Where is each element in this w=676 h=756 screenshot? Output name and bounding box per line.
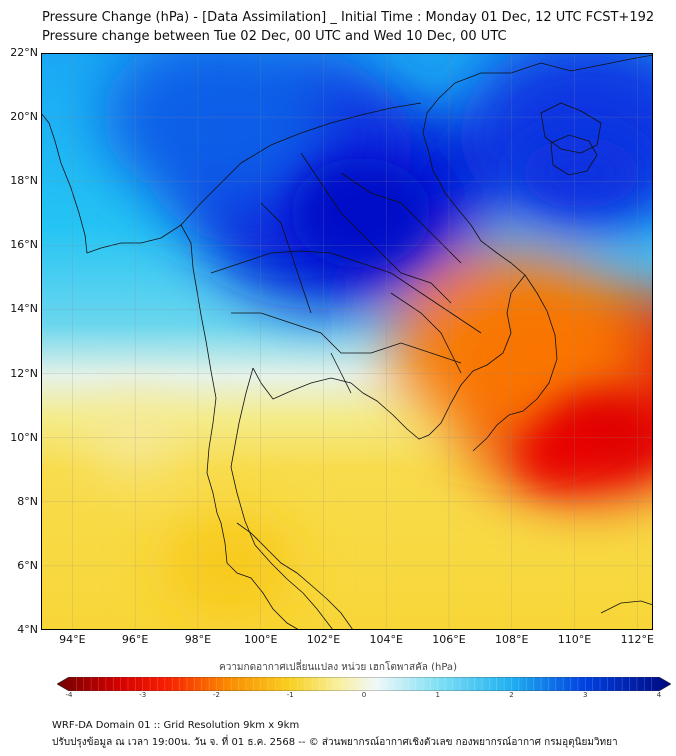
colorbar-tick-label: 1: [435, 691, 440, 699]
colorbar-tick-label: -1: [286, 691, 294, 699]
colorbar-tick-label: -3: [139, 691, 147, 699]
latitude-label: 22°N: [10, 46, 38, 59]
colorbar-tick-label: -4: [65, 691, 73, 699]
colorbar-tick-label: 0: [361, 691, 367, 699]
longitude-label: 98°E: [184, 633, 212, 646]
latitude-label: 14°N: [10, 302, 38, 316]
longitude-label: 94°E: [59, 633, 86, 646]
colorbar-title: ความกดอากาศเปลี่ยนแปลง หน่วย เฮกโตพาสคัล…: [219, 662, 457, 673]
map-subtitle: Pressure change between Tue 02 Dec, 00 U…: [42, 29, 507, 44]
latitude-label: 10°N: [10, 430, 38, 444]
latitude-label: 6°N: [17, 558, 38, 572]
footer-update-credit: ปรับปรุงข้อมูล ณ เวลา 19:00น. วัน จ. ที่…: [52, 737, 618, 748]
colorbar-tick-label: 3: [583, 691, 588, 699]
colorbar: [57, 677, 671, 691]
longitude-label: 104°E: [369, 633, 403, 646]
coastline-layer: [41, 54, 653, 630]
latitude-label: 12°N: [10, 366, 38, 380]
latitude-label: 16°N: [10, 238, 38, 252]
map-frame: [41, 53, 653, 630]
latitude-label: 20°N: [10, 110, 38, 124]
footer-model-info: WRF-DA Domain 01 :: Grid Resolution 9km …: [52, 720, 300, 731]
longitude-label: 110°E: [557, 633, 592, 646]
map-title: Pressure Change (hPa) - [Data Assimilati…: [42, 10, 655, 25]
colorbar-ticks: -4 -3 -2 -1 0 1 2 3 4: [0, 691, 676, 705]
field-blob-3: [102, 53, 325, 201]
latitude-label: 8°N: [17, 494, 38, 508]
colorbar-tick-label: 4: [656, 691, 662, 699]
longitude-label: 100°E: [243, 633, 278, 646]
longitude-label: 96°E: [121, 633, 149, 646]
pressure-change-map: [41, 53, 653, 630]
longitude-label: 106°E: [432, 633, 466, 646]
longitude-label: 108°E: [495, 633, 529, 646]
colorbar-tick-label: 2: [509, 691, 514, 699]
longitude-label: 112°E: [620, 633, 655, 646]
longitude-label: 102°E: [306, 633, 341, 646]
map-canvas: [41, 53, 653, 630]
latitude-label: 18°N: [10, 174, 38, 188]
colorbar-tick-label: -2: [213, 691, 220, 699]
latitude-label: 4°N: [17, 623, 38, 636]
